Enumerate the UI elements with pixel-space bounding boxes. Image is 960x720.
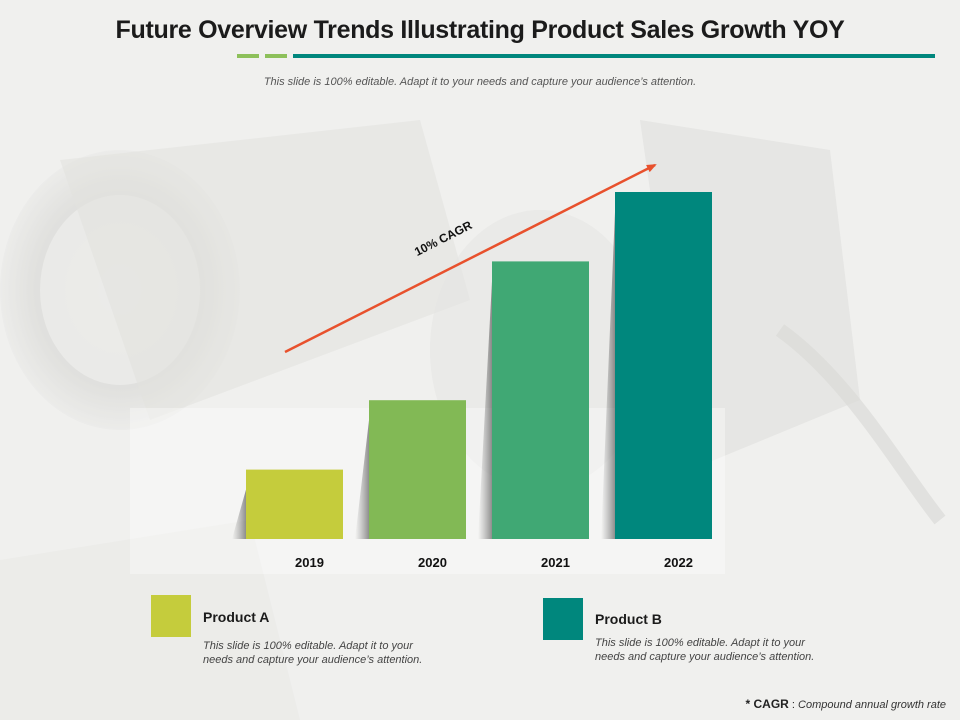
legend-text-product-b: This slide is 100% editable. Adapt it to… [595,637,815,663]
accent-dash-1 [237,54,259,58]
legend-title-product-b: Product B [595,611,662,627]
page-title: Future Overview Trends Illustrating Prod… [115,16,845,44]
footnote: * CAGR : Compound annual growth rate [745,697,946,711]
bar-shadow [601,212,615,539]
accent-dash-2 [265,54,287,58]
bar-shadow [355,420,369,539]
cagr-annotation: 10% CAGR [412,218,475,259]
footnote-text: Compound annual growth rate [798,699,946,711]
bar-2019 [246,469,343,539]
legend-swatch-product-a [151,595,191,637]
title-rule [293,54,935,58]
cagr-arrow [284,163,657,354]
bar-shadow [478,281,492,539]
bar-2021 [492,261,589,539]
x-tick-label: 2019 [295,555,324,570]
bar-shadow [232,489,246,539]
legend-title-product-a: Product A [203,609,270,625]
bar-2022 [615,192,712,539]
subtitle: This slide is 100% editable. Adapt it to… [263,76,697,88]
legend-text-product-a: This slide is 100% editable. Adapt it to… [203,640,423,666]
footnote-separator: : [791,699,795,711]
legend-swatch-product-b [543,598,583,640]
bar-2020 [369,400,466,539]
x-tick-label: 2020 [418,555,447,570]
footnote-marker: * CAGR [745,697,789,711]
x-tick-label: 2022 [664,555,693,570]
x-tick-label: 2021 [541,555,570,570]
